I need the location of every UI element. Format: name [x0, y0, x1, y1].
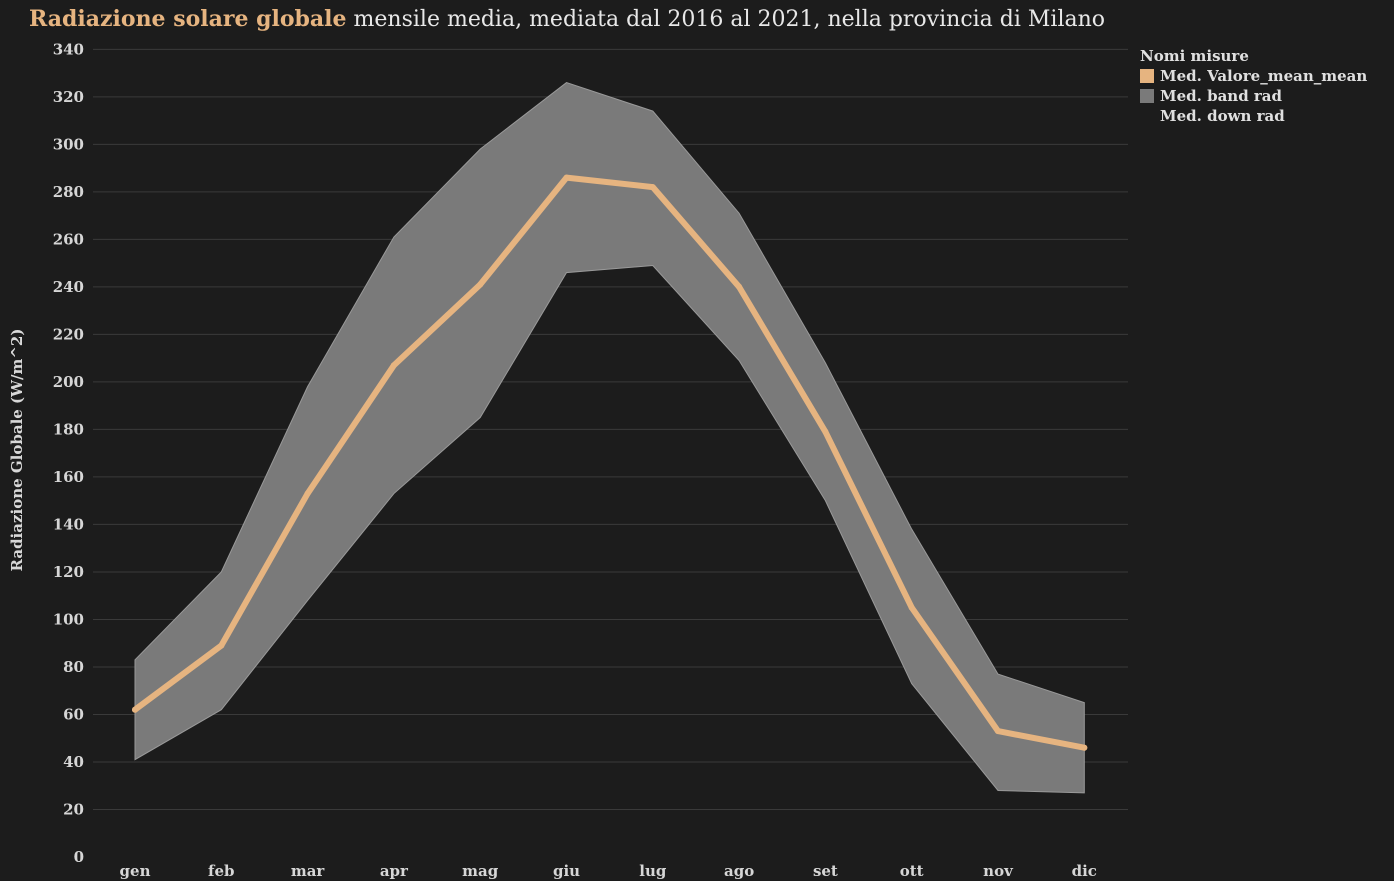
x-tick-label-mar: mar [291, 862, 326, 880]
mean-point-set [822, 428, 829, 435]
y-tick-label-20: 20 [63, 800, 84, 818]
legend-item-mean[interactable]: Med. Valore_mean_mean [1140, 66, 1367, 86]
y-tick-label-260: 260 [53, 230, 84, 248]
y-tick-label-220: 220 [53, 325, 84, 343]
x-tick-label-mag: mag [462, 862, 499, 880]
legend-label-band: Med. band rad [1160, 87, 1283, 105]
y-tick-label-120: 120 [53, 563, 84, 581]
x-tick-label-apr: apr [380, 862, 409, 880]
mean-point-nov [995, 728, 1001, 735]
y-tick-label-320: 320 [53, 88, 84, 106]
legend-swatch-band [1140, 89, 1154, 103]
x-tick-label-feb: feb [208, 862, 234, 880]
y-tick-label-140: 140 [53, 515, 84, 533]
x-tick-label-gen: gen [120, 862, 151, 880]
y-tick-label-80: 80 [63, 658, 84, 676]
x-tick-label-set: set [813, 862, 838, 880]
legend-label-mean: Med. Valore_mean_mean [1160, 67, 1368, 85]
y-tick-label-340: 340 [53, 40, 84, 58]
mean-line [132, 174, 1088, 751]
mean-point-mar [304, 490, 311, 497]
x-tick-label-giu: giu [553, 862, 580, 880]
mean-point-lug [649, 184, 656, 191]
y-tick-label-0: 0 [74, 848, 84, 866]
y-tick-label-200: 200 [53, 373, 84, 391]
x-tick-label-ago: ago [724, 862, 754, 880]
legend-title: Nomi misure [1140, 47, 1249, 65]
mean-point-ago [736, 283, 743, 290]
y-tick-label-160: 160 [53, 468, 84, 486]
y-tick-label-60: 60 [63, 705, 84, 723]
mean-point-ott [908, 604, 915, 611]
y-tick-label-280: 280 [53, 183, 84, 201]
y-tick-label-240: 240 [53, 278, 84, 296]
legend-item-band[interactable]: Med. band rad [1140, 86, 1367, 106]
y-tick-label-100: 100 [53, 610, 84, 628]
chart-title-highlight: Radiazione solare globale [29, 6, 347, 32]
x-tick-label-ott: ott [900, 862, 924, 880]
legend-swatch-mean [1140, 69, 1154, 83]
mean-point-apr [390, 362, 397, 369]
chart-title-rest: mensile media, mediata dal 2016 al 2021,… [346, 7, 1106, 32]
mean-point-dic [1081, 744, 1088, 751]
mean-point-mag [477, 281, 484, 288]
legend-item-down[interactable]: Med. down rad [1140, 106, 1367, 126]
legend-label-down: Med. down rad [1160, 107, 1285, 125]
legend: Nomi misure Med. Valore_mean_mean Med. b… [1140, 47, 1367, 126]
mean-point-giu [563, 174, 570, 181]
mean-point-gen [132, 706, 138, 713]
x-tick-label-lug: lug [639, 862, 667, 880]
mean-point-feb [218, 642, 225, 649]
x-tick-label-nov: nov [983, 862, 1014, 880]
y-tick-label-40: 40 [63, 753, 84, 771]
y-tick-label-180: 180 [53, 420, 84, 438]
chart-title: Radiazione solare globale mensile media,… [29, 6, 1105, 32]
band-area [134, 82, 1085, 794]
x-tick-label-dic: dic [1072, 862, 1097, 880]
y-tick-label-300: 300 [53, 135, 84, 153]
